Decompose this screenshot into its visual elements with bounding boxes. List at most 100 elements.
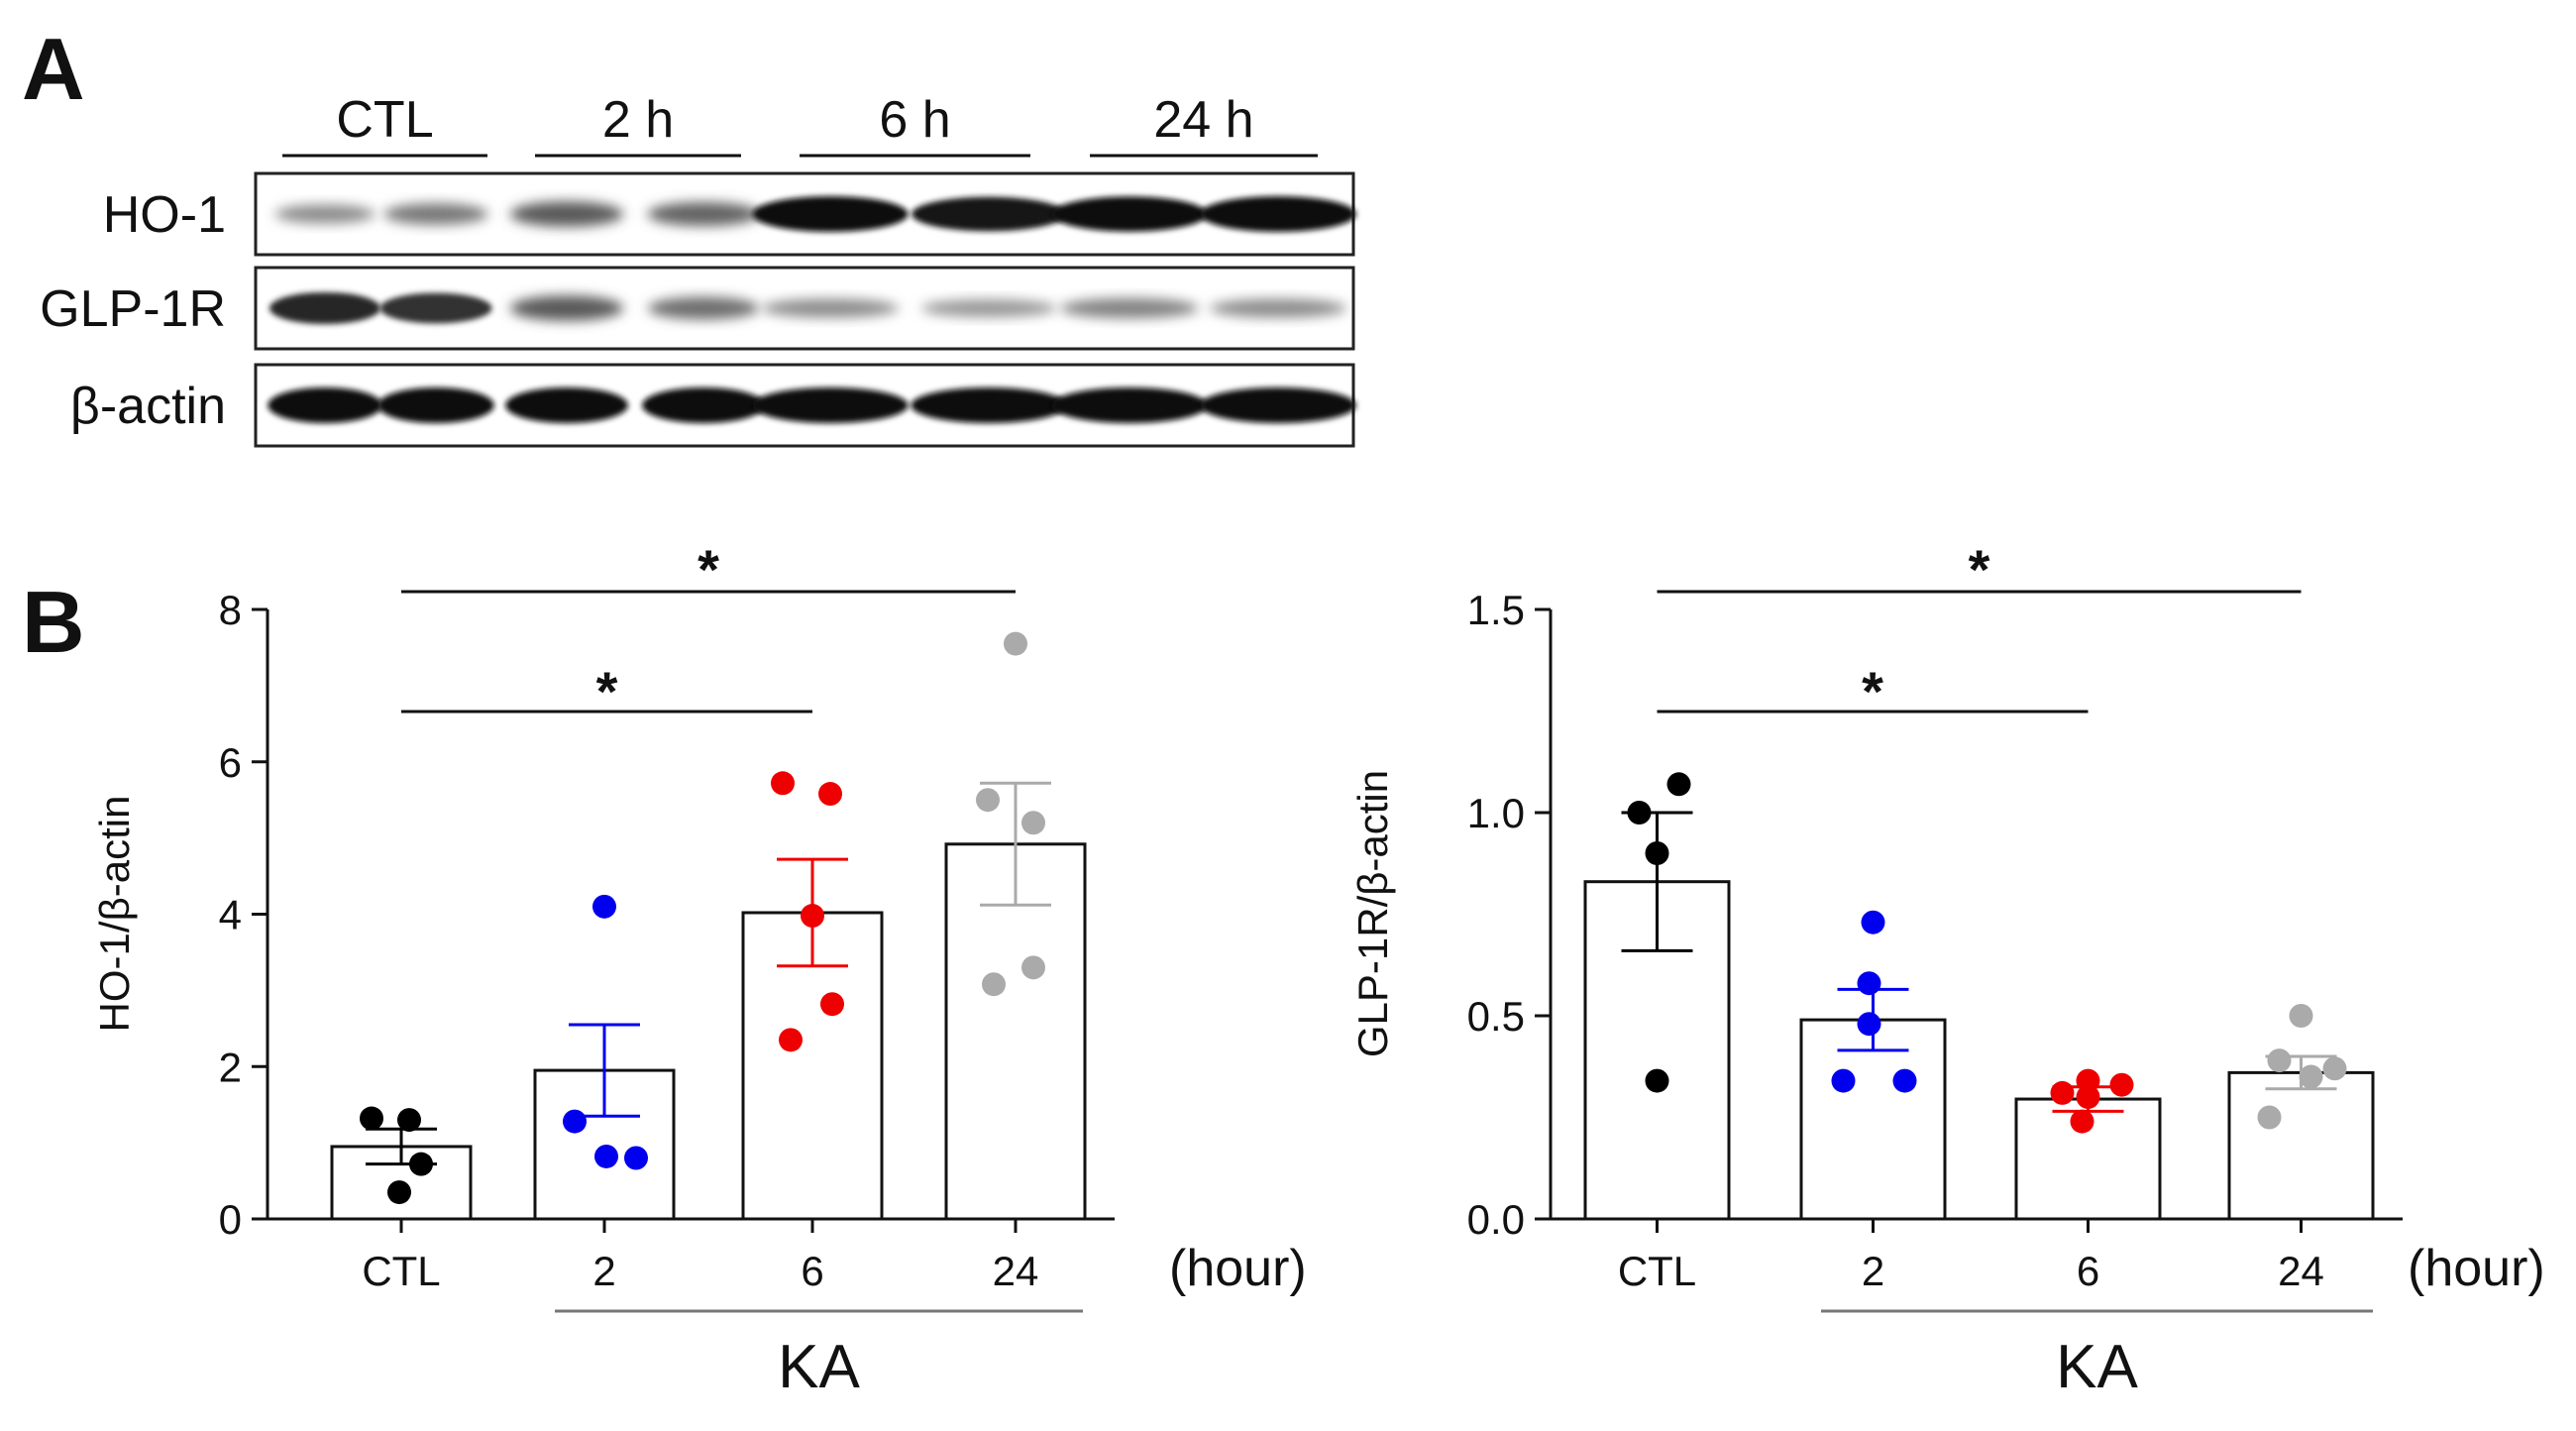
data-point [1021,955,1045,980]
y-tick-label: 1.5 [1467,587,1525,633]
data-point [2109,1072,2134,1097]
blot-band [377,387,494,423]
data-point [397,1108,421,1133]
data-point [818,782,842,807]
y-axis-label: HO-1/β-actin [91,796,138,1033]
data-point [2299,1064,2323,1089]
bar [2014,1097,2162,1221]
blot-band [1060,297,1199,319]
blot-band [379,292,492,324]
data-point [2257,1105,2282,1130]
data-point [1004,631,1027,656]
y-tick-label: 0.5 [1467,993,1525,1040]
blot-band [509,295,624,321]
blot-group-label: 2 h [602,91,674,149]
data-point [2070,1109,2094,1134]
blot-rows: HO-1 GLP-1R β-actin [40,171,1356,448]
x-tick-label: 2 [592,1248,615,1294]
blot-band [752,387,909,423]
chart-glp1r: 0.0 0.5 1.0 1.5 GLP-1R/β-actin CTL 2 6 24 * * (hour… [1349,538,2545,1401]
data-point [1666,772,1691,797]
data-point [1645,1068,1669,1093]
significance-star: * [698,538,719,601]
blot-group-label: 24 h [1153,91,1253,149]
x-tick-label: CTL [1618,1248,1696,1294]
y-tick-label: 0.0 [1467,1196,1525,1243]
x-tick-label: 6 [2077,1248,2099,1294]
blot-band [1200,196,1356,232]
blot-band [752,196,909,232]
blot-band [1200,387,1356,423]
y-tick-label: 4 [219,892,242,938]
blot-band [647,201,760,227]
data-point [563,1109,587,1134]
blot-row-label: GLP-1R [40,280,226,338]
bar [1799,1018,1947,1221]
blot-group-headers: CTL 2 h 6 h 24 h [282,91,1318,158]
y-tick-label: 1.0 [1467,790,1525,836]
data-point [592,894,616,919]
data-point [1861,910,1885,935]
blot-band [268,387,382,423]
data-point [2289,1004,2313,1028]
ka-group-label: KA [778,1333,860,1401]
blot-band [505,387,628,423]
data-point [771,771,795,796]
blot-row-label: HO-1 [103,186,226,244]
blot-band [642,387,765,423]
blot-band [911,387,1067,423]
data-point [2050,1080,2075,1105]
data-point [976,788,1000,813]
y-tick-label: 8 [219,587,242,633]
data-point [2267,1048,2292,1073]
data-point [982,972,1006,997]
data-point [2322,1056,2347,1081]
data-point [1857,1012,1881,1037]
blot-band [920,299,1057,317]
significance-star: * [1862,660,1883,722]
blot-band [274,204,376,224]
blot-band [762,298,899,318]
data-point [1857,971,1881,996]
blot-band [1210,298,1346,318]
blot-band [1051,387,1208,423]
blot-row-label: β-actin [70,378,226,435]
blot-band [912,196,1066,232]
data-point [1892,1068,1917,1093]
y-tick-label: 2 [219,1044,242,1090]
x-tick-label: 24 [2278,1248,2324,1294]
x-tick-label: 6 [801,1248,823,1294]
significance-star: * [1969,538,1990,601]
blot-band [268,291,381,325]
blot-group-label: CTL [336,91,433,149]
ka-group-label: KA [2056,1333,2138,1401]
blot-band [1051,196,1208,232]
blot-band [509,201,624,227]
x-axis-label: (hour) [1169,1240,1307,1297]
x-tick-label: CTL [362,1248,440,1294]
bar [944,842,1087,1221]
panel-label-a: A [22,20,85,118]
y-axis-label: GLP-1R/β-actin [1349,770,1396,1057]
blot-band [647,296,760,320]
data-point [779,1028,803,1052]
x-tick-label: 24 [993,1248,1039,1294]
x-axis-label: (hour) [2408,1240,2545,1297]
data-point [387,1180,411,1205]
data-point [594,1144,618,1168]
y-tick-label: 6 [219,739,242,786]
data-point [820,992,844,1017]
data-point [1831,1068,1856,1093]
western-blot: CTL 2 h 6 h 24 h HO-1 GLP-1R β-actin [40,91,1356,448]
blot-band [383,203,488,225]
blot-group-label: 6 h [879,91,950,149]
x-tick-label: 2 [1862,1248,1884,1294]
data-point [624,1146,648,1170]
y-tick-label: 0 [219,1196,242,1243]
bar [2227,1070,2375,1221]
panel-label-b: B [22,573,85,671]
data-point [360,1106,383,1131]
significance-star: * [596,660,618,722]
